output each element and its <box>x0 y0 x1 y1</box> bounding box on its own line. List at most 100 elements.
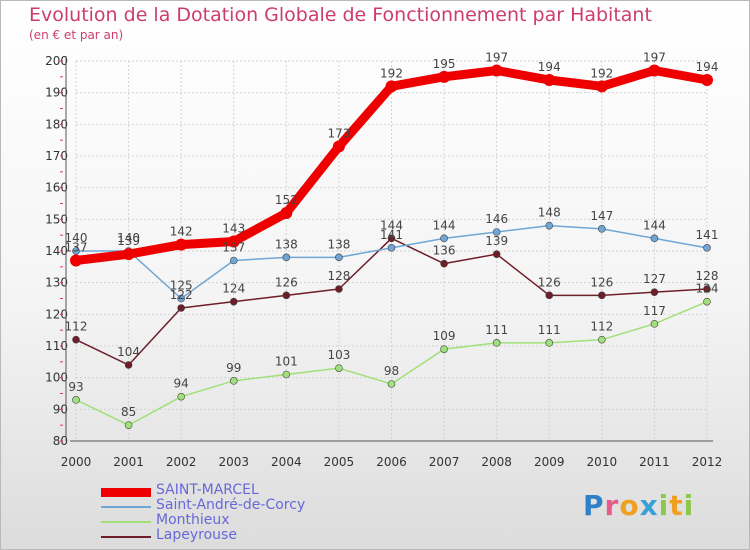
data-label: 104 <box>117 345 140 359</box>
logo-letter: t <box>669 489 684 522</box>
data-label: 117 <box>643 304 666 318</box>
data-label: 138 <box>327 237 350 251</box>
data-label: 128 <box>327 269 350 283</box>
data-label: 148 <box>538 206 561 220</box>
data-point <box>385 80 398 93</box>
data-point <box>703 297 711 306</box>
logo-letter: i <box>658 489 670 522</box>
data-point <box>545 291 554 300</box>
legend-swatch <box>101 521 151 523</box>
data-point <box>70 254 82 267</box>
data-label: 197 <box>485 51 508 65</box>
data-label: 112 <box>590 320 613 334</box>
series-group <box>70 64 713 429</box>
legend-label: Saint-André-de-Corcy <box>156 497 306 513</box>
y-tick-label: 190 <box>45 86 68 100</box>
x-tick-label: 2007 <box>429 455 460 469</box>
y-tick-label: 120 <box>45 307 68 321</box>
data-label: 142 <box>170 225 193 239</box>
data-label: 192 <box>380 66 403 80</box>
logo-letter: P <box>583 489 605 522</box>
data-point <box>440 345 448 353</box>
logo-letter: i <box>683 489 695 522</box>
data-label: 137 <box>222 241 245 255</box>
data-label: 192 <box>590 66 613 80</box>
y-tick-label: 180 <box>45 117 68 131</box>
x-tick-label: 2009 <box>534 455 565 469</box>
logo-letter: r <box>604 489 620 522</box>
data-point <box>648 64 661 77</box>
x-tick-label: 2010 <box>587 455 618 469</box>
data-point <box>650 234 659 243</box>
data-point <box>492 250 501 258</box>
data-label: 152 <box>275 193 298 207</box>
data-point <box>543 74 556 86</box>
data-label: 195 <box>433 57 456 71</box>
data-label: 101 <box>275 355 298 369</box>
data-point <box>335 285 343 293</box>
data-label: 138 <box>275 237 298 251</box>
data-label: 144 <box>643 218 666 232</box>
data-point <box>387 244 396 252</box>
data-point <box>124 421 133 429</box>
y-tick-label: 140 <box>45 244 68 258</box>
legend-swatch <box>101 536 151 538</box>
data-point <box>177 304 185 312</box>
data-label: 173 <box>327 127 350 141</box>
legend-label: Monthieux <box>156 512 230 528</box>
data-label: 85 <box>121 405 136 419</box>
chart-subtitle: (en € et par an) <box>29 28 124 42</box>
x-tick-label: 2008 <box>481 455 512 469</box>
data-point <box>229 377 238 385</box>
data-label: 194 <box>538 60 561 74</box>
y-tick-label: 170 <box>45 149 68 163</box>
data-point <box>72 396 80 404</box>
data-label: 103 <box>327 348 350 362</box>
data-point <box>280 207 293 219</box>
data-label: 194 <box>696 60 719 74</box>
data-point <box>335 364 343 372</box>
x-tick-label: 2004 <box>271 455 302 469</box>
data-point <box>124 361 133 369</box>
y-tick-label: 130 <box>45 276 68 290</box>
data-point <box>650 288 659 296</box>
data-point <box>490 64 503 77</box>
data-point <box>175 238 188 251</box>
data-label: 137 <box>65 241 88 255</box>
data-label: 126 <box>275 275 298 289</box>
data-label: 112 <box>65 320 88 334</box>
data-label: 140 <box>117 231 140 245</box>
x-tick-label: 2002 <box>166 455 197 469</box>
data-point <box>72 335 80 344</box>
data-labels: 112 104 122 124 126 128 144 136 139 126 126 127 128 9… <box>65 51 719 420</box>
data-label: 146 <box>485 212 508 226</box>
data-label: 126 <box>538 275 561 289</box>
legend-label: Lapeyrouse <box>156 527 237 543</box>
proxiti-logo: Proxiti <box>583 489 694 522</box>
legend-item: Lapeyrouse <box>101 527 401 544</box>
x-tick-label: 2006 <box>376 455 407 469</box>
data-label: 125 <box>170 279 193 293</box>
data-point <box>440 234 448 243</box>
data-point <box>177 392 185 401</box>
legend-swatch <box>101 487 151 497</box>
data-label: 94 <box>174 377 189 391</box>
data-label: 109 <box>433 329 456 343</box>
data-point <box>335 253 343 262</box>
chart-title: Evolution de la Dotation Globale de Fonc… <box>29 4 652 26</box>
data-label: 140 <box>65 231 88 245</box>
data-label: 139 <box>485 234 508 248</box>
y-tick-label: 160 <box>45 181 68 195</box>
legend-item: Monthieux <box>101 512 401 529</box>
legend-label: SAINT-MARCEL <box>156 482 259 498</box>
data-point <box>229 256 238 265</box>
data-label: 93 <box>68 380 83 394</box>
data-label: 126 <box>590 275 613 289</box>
x-tick-label: 2003 <box>218 455 249 469</box>
data-label: 136 <box>433 244 456 258</box>
data-point <box>282 253 291 262</box>
data-label: 98 <box>384 364 399 378</box>
data-point <box>387 234 396 243</box>
data-point <box>701 74 713 86</box>
legend-item: SAINT-MARCEL <box>101 482 401 499</box>
